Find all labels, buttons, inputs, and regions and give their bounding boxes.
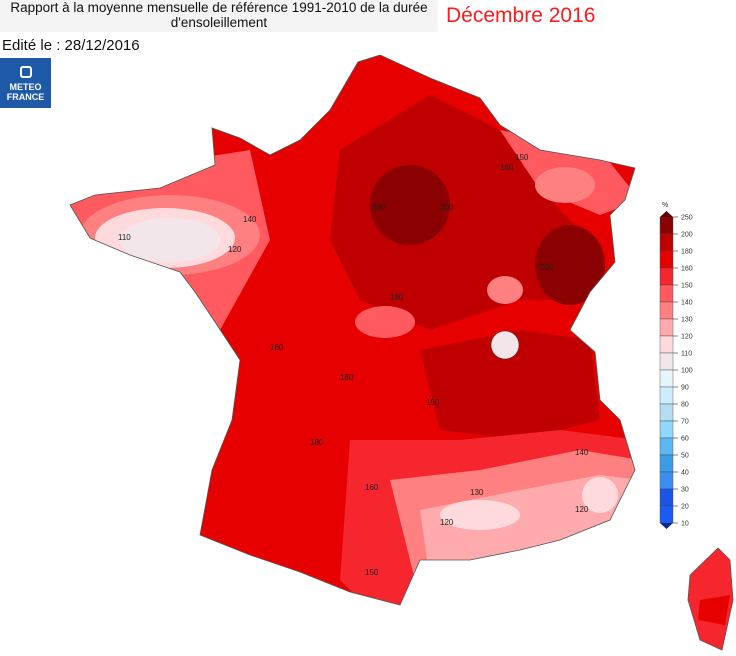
contour-label: 200 [540,263,554,272]
region-burgundy-140 [487,276,523,304]
region-200-center [420,330,600,440]
logo-line1: METEO [9,82,42,92]
legend-label: 40 [681,470,689,477]
legend-swatch [659,352,674,371]
legend-label: 110 [681,351,692,358]
legend-label: 80 [681,402,689,409]
legend-label: 130 [681,317,693,324]
region-center-150 [355,306,415,338]
legend-label: 180 [681,249,693,256]
contour-labels: 110 120 140 150 160 180 200 130 120 120 … [118,153,589,577]
logo-line2: FRANCE [6,92,45,102]
legend-label: 20 [681,504,689,511]
legend-top-arrow [660,211,673,217]
legend-swatch [659,454,674,473]
region-se-120 [582,477,618,513]
legend-swatch [659,420,674,439]
legend-swatch [659,488,674,507]
legend-swatch [659,403,674,422]
legend-swatch [659,301,674,320]
legend-swatch [659,284,674,303]
contour-label: 180 [310,438,324,447]
contour-label: 160 [500,163,514,172]
region-lyon-minimum [490,330,520,360]
color-legend: % 250 200 180 160 150 140 130 120 110 100 90 80 70 60 5… [659,202,693,529]
legend-label: 70 [681,419,689,426]
contour-label: 120 [228,245,242,254]
legend-swatch [659,386,674,405]
legend-swatch [659,318,674,337]
contour-label: 150 [426,398,440,407]
contour-label: 180 [340,373,354,382]
legend-label: 140 [681,300,693,307]
legend-label: 160 [681,266,693,273]
meteo-france-logo: METEO FRANCE [0,58,51,108]
legend-swatch [659,233,674,252]
legend-swatch [659,369,674,388]
legend-label: 200 [681,232,693,239]
contour-label: 160 [270,343,284,352]
legend-swatch [659,216,674,235]
region-brittany-110 [120,218,220,262]
contour-label: 180 [390,293,404,302]
region-northeast-130 [535,167,595,203]
legend-swatch [659,471,674,490]
corsica-180 [698,595,730,625]
legend-label: 100 [681,368,693,375]
region-250-paris [370,165,450,245]
title-line1: Rapport à la moyenne mensuelle de référe… [10,0,428,15]
contour-label: 120 [440,518,454,527]
contour-label: 200 [440,203,454,212]
contour-label: 140 [575,448,589,457]
contour-label: 140 [243,215,257,224]
contour-label: 200 [372,203,386,212]
logo-icon [19,66,32,78]
region-200-north [330,95,600,330]
title-line2: d'ensoleillement [170,15,268,30]
legend-unit: % [662,202,668,209]
contour-label: 130 [470,488,484,497]
map-title: Rapport à la moyenne mensuelle de référe… [0,0,438,32]
month-label: Décembre 2016 [446,4,596,27]
contour-label: 150 [515,153,529,162]
legend-swatch [659,335,674,354]
region-south-120 [440,500,520,530]
legend-label: 60 [681,436,689,443]
legend-swatch [659,437,674,456]
contour-label: 160 [365,483,379,492]
legend-label: 150 [681,283,693,290]
legend-label: 30 [681,487,689,494]
contour-label: 120 [575,505,589,514]
legend-swatch [659,267,674,286]
legend-bottom-arrow [660,523,673,529]
contour-label: 110 [118,233,131,242]
legend-label: 120 [681,334,693,341]
legend-label: 50 [681,453,689,460]
contour-label: 150 [365,568,379,577]
legend-label: 90 [681,385,689,392]
region-250-east [535,225,605,305]
legend-label: 10 [681,521,689,528]
legend-swatch [659,505,674,524]
edit-date: Edité le : 28/12/2016 [2,37,140,54]
legend-label: 250 [681,215,693,222]
legend-swatch [659,250,674,269]
